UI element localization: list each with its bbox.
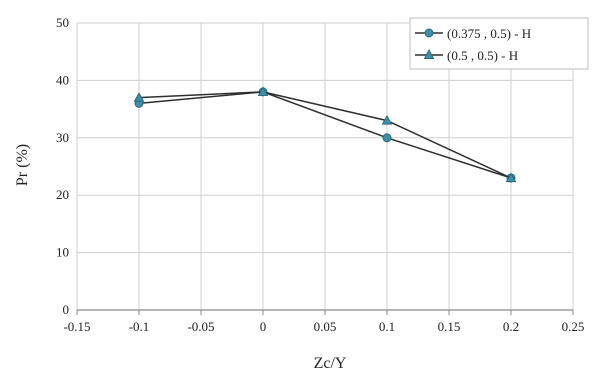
y-tick-label: 40 bbox=[56, 72, 69, 87]
x-tick-labels: -0.15 -0.1 -0.05 0 0.05 0.1 0.15 0.2 0.25 bbox=[63, 319, 584, 334]
legend: (0.375 , 0.5) - H (0.5 , 0.5) - H bbox=[409, 17, 589, 70]
series-line-2 bbox=[138, 91, 512, 179]
legend-label-2: (0.5 , 0.5) - H bbox=[447, 48, 518, 63]
y-tick-label: 20 bbox=[56, 187, 69, 202]
x-tick-label: 0 bbox=[260, 319, 267, 334]
x-tick-label: 0.15 bbox=[438, 319, 461, 334]
axes bbox=[76, 309, 574, 315]
data-point-triangle bbox=[257, 86, 269, 96]
data-point-triangle bbox=[133, 92, 145, 102]
x-axis-title: Zc/Y bbox=[314, 355, 347, 372]
y-tick-label: 0 bbox=[63, 302, 70, 317]
gridlines bbox=[76, 22, 574, 310]
y-tick-label: 10 bbox=[56, 245, 69, 260]
legend-marker-circle bbox=[424, 28, 434, 38]
legend-label-1: (0.375 , 0.5) - H bbox=[447, 26, 531, 41]
data-point-triangle bbox=[381, 115, 393, 125]
y-tick-labels: 0 10 20 30 40 50 bbox=[56, 15, 69, 317]
x-tick-label: 0.05 bbox=[314, 319, 337, 334]
series-group bbox=[133, 86, 517, 183]
x-tick-label: -0.1 bbox=[129, 319, 150, 334]
x-tick-label: 0.25 bbox=[562, 319, 585, 334]
y-tick-label: 50 bbox=[56, 15, 69, 30]
y-axis-title: Pr (%) bbox=[14, 144, 31, 186]
series-line-1 bbox=[138, 91, 512, 179]
x-tick-label: -0.05 bbox=[187, 319, 214, 334]
y-tick-label: 30 bbox=[56, 130, 69, 145]
data-point-circle bbox=[382, 133, 392, 143]
data-point-triangle bbox=[505, 172, 517, 183]
x-tick-label: 0.1 bbox=[379, 319, 395, 334]
legend-marker-triangle bbox=[423, 48, 435, 59]
x-tick-label: 0.2 bbox=[503, 319, 519, 334]
x-tick-label: -0.15 bbox=[63, 319, 90, 334]
legend-box bbox=[409, 17, 589, 70]
